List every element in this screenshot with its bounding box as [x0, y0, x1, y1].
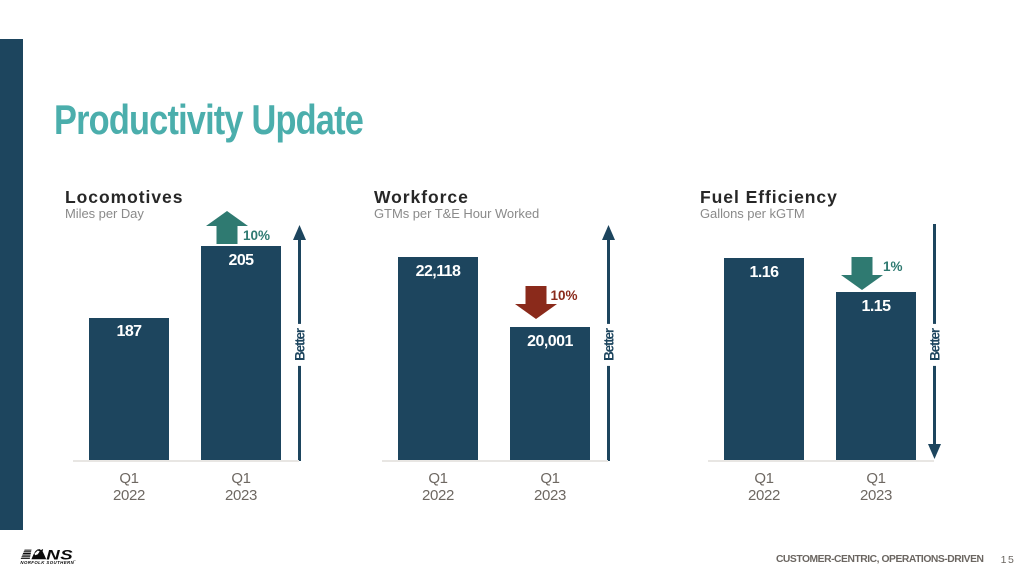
bar-q1-2023: 205 — [201, 246, 281, 461]
change-arrow-down-icon — [841, 257, 883, 290]
page-title: Productivity Update — [54, 95, 364, 143]
x-label-line: 2022 — [113, 487, 145, 504]
x-label-line: Q1 — [119, 470, 139, 487]
change-percent-label: 10% — [243, 227, 271, 243]
bar-value-label: 187 — [116, 323, 142, 341]
bar-value-label: 1.15 — [861, 297, 892, 315]
page-number: 15 — [1000, 554, 1016, 567]
bar-q1-2022: 1.16 — [724, 258, 804, 461]
chart-subtitle: GTMs per T&E Hour Worked — [374, 206, 540, 222]
x-label-line: 2022 — [748, 487, 780, 504]
x-axis-label: Q1 2023 — [201, 470, 281, 504]
bar-value-label: 1.16 — [749, 263, 780, 281]
bar-q1-2022: 187 — [89, 317, 169, 461]
chart-subtitle: Gallons per kGTM — [700, 206, 805, 222]
logo-trademark: ™ — [73, 560, 76, 563]
x-label-line: Q1 — [540, 470, 560, 487]
bar-q1-2023: 20,001 — [510, 327, 590, 461]
better-arrowhead-down-icon — [928, 444, 941, 459]
x-label-line: 2023 — [534, 487, 566, 504]
better-axis-arrow-down: Better — [925, 224, 944, 461]
x-label-line: Q1 — [231, 470, 251, 487]
x-axis-label: Q1 2023 — [836, 470, 916, 504]
bar-value-label: 205 — [228, 251, 254, 269]
change-arrow-up-icon — [206, 211, 248, 244]
logo-wordmark: NORFOLK SOUTHERN — [20, 560, 74, 565]
logo-artwork: NS NORFOLK SOUTHERN ™ — [20, 549, 76, 565]
bar-value-label: 22,118 — [415, 262, 461, 280]
chart-section-fuel-efficiency: Fuel Efficiency Gallons per kGTM 1.16 Q1… — [700, 0, 944, 576]
better-axis-arrow-up: Better — [599, 225, 618, 461]
change-arrow-down-icon — [515, 286, 557, 319]
bar-q1-2022: 22,118 — [398, 257, 478, 461]
logo-horse-icon — [31, 549, 47, 560]
x-label-line: Q1 — [428, 470, 448, 487]
chart-title: Fuel Efficiency — [700, 186, 838, 207]
x-axis-label: Q1 2023 — [510, 470, 590, 504]
chart-title: Workforce — [374, 186, 469, 207]
better-label: Better — [599, 323, 618, 366]
x-label-line: 2023 — [860, 487, 892, 504]
x-axis-label: Q1 2022 — [398, 470, 478, 504]
chart-subtitle: Miles per Day — [65, 206, 144, 222]
x-axis-line — [73, 459, 299, 462]
chart-section-workforce: Workforce GTMs per T&E Hour Worked 22,11… — [374, 0, 618, 576]
change-percent-label: 10% — [550, 287, 578, 303]
x-label-line: 2022 — [422, 487, 454, 504]
bar-value-label: 20,001 — [527, 332, 573, 350]
x-label-line: Q1 — [754, 470, 774, 487]
bar-q1-2023: 1.15 — [836, 292, 916, 461]
x-axis-line — [708, 459, 934, 462]
x-label-line: Q1 — [866, 470, 886, 487]
better-label: Better — [925, 323, 944, 366]
better-label: Better — [290, 323, 309, 366]
x-axis-label: Q1 2022 — [89, 470, 169, 504]
better-axis-arrow-up: Better — [290, 225, 309, 461]
chart-section-locomotives: Locomotives Miles per Day 187 Q1 2022 205… — [65, 0, 309, 576]
x-axis-line — [382, 459, 608, 462]
better-arrowhead-up-icon — [293, 225, 306, 240]
footer-tagline: CUSTOMER-CENTRIC, OPERATIONS-DRIVEN — [775, 554, 984, 566]
change-percent-label: 1% — [883, 258, 903, 274]
better-arrowhead-up-icon — [602, 225, 615, 240]
logo-horse-head-highlight — [34, 550, 40, 556]
logo-ns-letters: NS — [46, 549, 73, 563]
accent-bar — [0, 39, 23, 530]
x-axis-label: Q1 2022 — [724, 470, 804, 504]
logo-speed-stripes-icon — [20, 549, 32, 559]
x-label-line: 2023 — [225, 487, 257, 504]
chart-title: Locomotives — [65, 186, 184, 207]
norfolk-southern-logo: NS NORFOLK SOUTHERN ™ — [20, 549, 76, 565]
